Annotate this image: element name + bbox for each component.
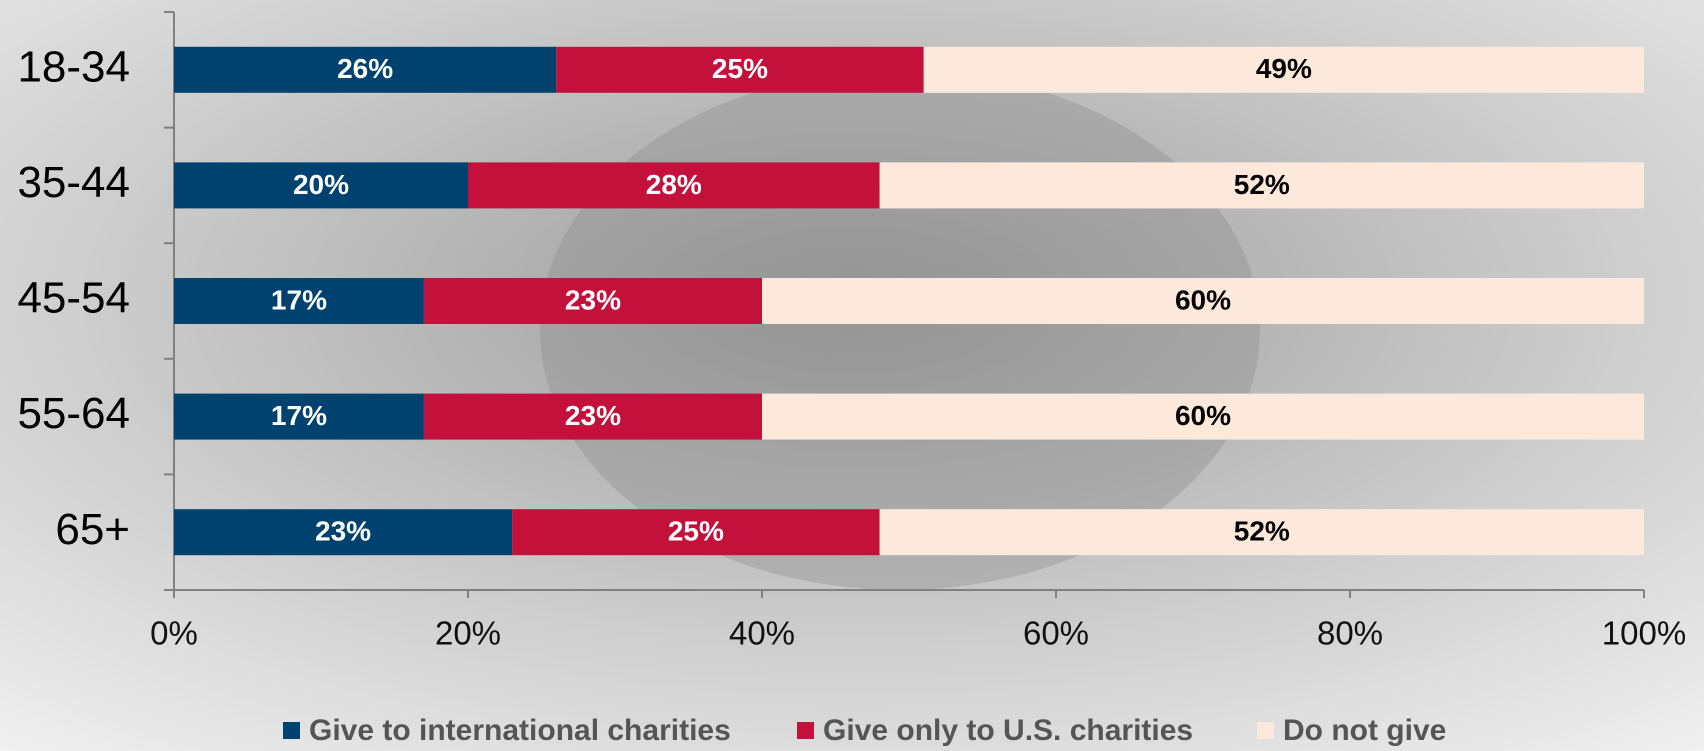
value-label: 23% bbox=[565, 284, 621, 315]
value-label: 17% bbox=[271, 284, 327, 315]
category-label: 55-64 bbox=[17, 389, 130, 438]
value-label: 49% bbox=[1256, 53, 1312, 84]
x-tick-label: 20% bbox=[435, 615, 501, 652]
value-label: 26% bbox=[337, 53, 393, 84]
value-label: 23% bbox=[565, 400, 621, 431]
value-label: 23% bbox=[315, 516, 371, 547]
legend-swatch bbox=[283, 722, 300, 739]
value-label: 25% bbox=[668, 516, 724, 547]
value-label: 60% bbox=[1175, 284, 1231, 315]
category-label: 18-34 bbox=[17, 42, 130, 91]
value-label: 28% bbox=[646, 169, 702, 200]
x-tick-label: 100% bbox=[1602, 615, 1686, 652]
x-tick-label: 60% bbox=[1023, 615, 1089, 652]
category-label: 45-54 bbox=[17, 274, 130, 323]
value-label: 60% bbox=[1175, 400, 1231, 431]
value-label: 25% bbox=[712, 53, 768, 84]
value-label: 20% bbox=[293, 169, 349, 200]
x-tick-label: 80% bbox=[1317, 615, 1383, 652]
value-label: 52% bbox=[1234, 169, 1290, 200]
category-label: 65+ bbox=[55, 505, 130, 554]
value-label: 52% bbox=[1234, 516, 1290, 547]
chart: 0% 20% 40% 60% 80% 100% 18-34 26% 25% 49% 35-44 20%… bbox=[0, 0, 1704, 751]
x-tick-label: 40% bbox=[729, 615, 795, 652]
legend-swatch bbox=[1257, 722, 1274, 739]
x-tick-label: 0% bbox=[150, 615, 198, 652]
legend-swatch bbox=[797, 722, 814, 739]
value-label: 17% bbox=[271, 400, 327, 431]
legend-label: Do not give bbox=[1283, 714, 1446, 747]
legend-label: Give to international charities bbox=[309, 714, 731, 747]
category-label: 35-44 bbox=[17, 158, 130, 207]
legend-label: Give only to U.S. charities bbox=[823, 714, 1193, 747]
